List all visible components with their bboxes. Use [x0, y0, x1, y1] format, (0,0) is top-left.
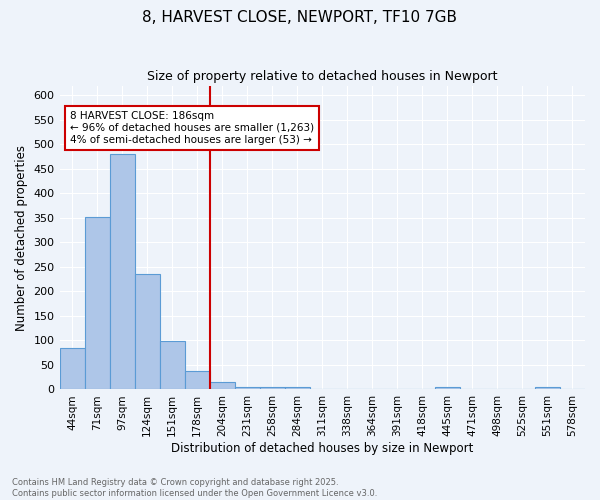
Bar [235, 386, 260, 390]
Bar [110, 154, 134, 390]
Bar [59, 348, 85, 390]
Bar [185, 371, 209, 390]
Text: 8 HARVEST CLOSE: 186sqm
← 96% of detached houses are smaller (1,263)
4% of semi-: 8 HARVEST CLOSE: 186sqm ← 96% of detache… [70, 112, 314, 144]
X-axis label: Distribution of detached houses by size in Newport: Distribution of detached houses by size … [171, 442, 473, 455]
Bar [209, 382, 235, 390]
Bar [285, 388, 310, 390]
Bar [435, 388, 460, 390]
Bar [535, 388, 560, 390]
Text: 8, HARVEST CLOSE, NEWPORT, TF10 7GB: 8, HARVEST CLOSE, NEWPORT, TF10 7GB [143, 10, 458, 25]
Bar [260, 386, 285, 390]
Bar [85, 217, 110, 390]
Bar [160, 341, 185, 390]
Text: Contains HM Land Registry data © Crown copyright and database right 2025.
Contai: Contains HM Land Registry data © Crown c… [12, 478, 377, 498]
Y-axis label: Number of detached properties: Number of detached properties [15, 144, 28, 330]
Title: Size of property relative to detached houses in Newport: Size of property relative to detached ho… [147, 70, 497, 83]
Bar [134, 274, 160, 390]
